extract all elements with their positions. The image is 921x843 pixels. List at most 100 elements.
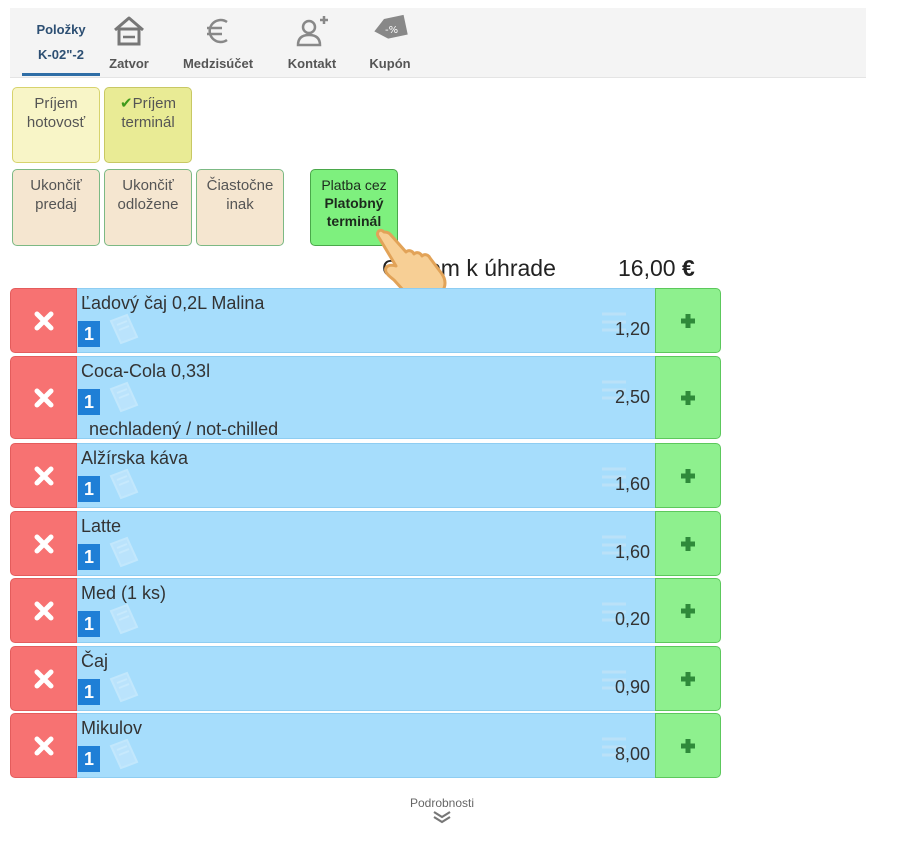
total-amount: 16,00 € <box>618 255 695 282</box>
reorder-icon[interactable] <box>601 534 627 556</box>
note-icon[interactable] <box>105 379 143 415</box>
add-item-button[interactable] <box>655 288 721 353</box>
chevron-double-down-icon <box>433 811 451 824</box>
add-item-button[interactable] <box>655 443 721 508</box>
item-price: 0,90 <box>614 677 650 697</box>
note-icon[interactable] <box>105 534 143 570</box>
item-body[interactable]: Alžírska káva 1 1,60 <box>77 443 655 508</box>
order-item-row: Coca-Cola 0,33l 1 2,50 nechladený / not-… <box>10 356 721 439</box>
pointing-hand-icon <box>376 228 447 308</box>
note-icon[interactable] <box>105 601 143 637</box>
remove-item-button[interactable] <box>10 511 77 576</box>
reorder-icon[interactable] <box>601 736 627 758</box>
item-quantity[interactable]: 1 <box>78 544 100 570</box>
item-modifier: nechladený / not-chilled <box>89 419 279 439</box>
note-icon[interactable] <box>105 466 143 502</box>
remove-item-button[interactable] <box>10 578 77 643</box>
item-body[interactable]: Latte 1 1,60 <box>77 511 655 576</box>
coupon-button[interactable]: -% Kupón <box>362 8 418 78</box>
close-button[interactable]: Zatvor <box>102 8 156 78</box>
pay-terminal-line2: Platobný <box>324 195 384 211</box>
add-contact-icon <box>280 14 344 50</box>
details-label: Podrobnosti <box>409 796 475 810</box>
order-item-row: Čaj 1 0,90 <box>10 646 721 711</box>
order-item-row: Alžírska káva 1 1,60 <box>10 443 721 508</box>
pay-terminal-button[interactable]: Platba cez Platobný terminál <box>310 169 398 246</box>
plus-icon <box>681 313 695 328</box>
note-icon[interactable] <box>105 669 143 705</box>
finish-sale-button[interactable]: Ukončiť predaj <box>12 169 100 246</box>
plus-icon <box>681 536 695 551</box>
partial-other-line2: inak <box>226 196 254 213</box>
remove-item-button[interactable] <box>10 288 77 353</box>
reorder-icon[interactable] <box>601 466 627 488</box>
item-name: Coca-Cola 0,33l <box>81 361 211 381</box>
total-value: 16,00 <box>618 255 676 281</box>
tab-items[interactable]: Položky K-02"-2 <box>22 8 100 76</box>
subtotal-label: Medzisúčet <box>182 56 254 71</box>
finish-deferred-line2: odložene <box>117 196 179 213</box>
item-body[interactable]: Čaj 1 0,90 <box>77 646 655 711</box>
close-icon <box>34 534 53 553</box>
tab-items-title: Položky <box>36 22 86 37</box>
item-quantity[interactable]: 1 <box>78 476 100 502</box>
coupon-badge: -% <box>385 25 398 36</box>
details-toggle[interactable]: Podrobnosti <box>398 796 486 829</box>
close-label: Zatvor <box>109 56 149 71</box>
item-name: Latte <box>81 516 122 536</box>
reorder-icon[interactable] <box>601 379 627 401</box>
add-item-button[interactable] <box>655 511 721 576</box>
partial-other-button[interactable]: Čiastočne inak <box>196 169 284 246</box>
item-quantity[interactable]: 1 <box>78 679 100 705</box>
plus-icon <box>681 738 695 753</box>
contact-button[interactable]: Kontakt <box>280 8 344 78</box>
coupon-label: Kupón <box>369 56 411 71</box>
remove-item-button[interactable] <box>10 356 77 439</box>
item-body[interactable]: Coca-Cola 0,33l 1 2,50 nechladený / not-… <box>77 356 655 439</box>
add-item-button[interactable] <box>655 646 721 711</box>
remove-item-button[interactable] <box>10 443 77 508</box>
reorder-icon[interactable] <box>601 311 627 333</box>
item-price: 2,50 <box>614 387 650 407</box>
finish-sale-line2: predaj <box>35 196 77 213</box>
item-name: Čaj <box>81 651 109 671</box>
item-price: 0,20 <box>614 609 650 629</box>
cash-payment-line2: hotovosť <box>26 114 86 131</box>
add-item-button[interactable] <box>655 713 721 778</box>
home-icon <box>102 14 156 50</box>
item-quantity[interactable]: 1 <box>78 611 100 637</box>
reorder-icon[interactable] <box>601 669 627 691</box>
pay-terminal-line3: terminál <box>326 213 382 229</box>
item-body[interactable]: Mikulov 1 8,00 <box>77 713 655 778</box>
cash-payment-button[interactable]: Príjem hotovosť <box>12 87 100 163</box>
remove-item-button[interactable] <box>10 646 77 711</box>
finish-deferred-button[interactable]: Ukončiť odložene <box>104 169 192 246</box>
item-price: 8,00 <box>614 744 650 764</box>
close-icon <box>34 466 53 485</box>
note-icon[interactable] <box>105 311 143 347</box>
add-item-button[interactable] <box>655 578 721 643</box>
item-price: 1,20 <box>614 319 650 339</box>
finish-sale-line1: Ukončiť <box>30 177 82 194</box>
item-body[interactable]: Ľadový čaj 0,2L Malina 1 1,20 <box>77 288 655 353</box>
checkmark-icon: ✔ <box>120 95 133 112</box>
item-name: Ľadový čaj 0,2L Malina <box>81 293 265 313</box>
item-body[interactable]: Med (1 ks) 1 0,20 <box>77 578 655 643</box>
close-icon <box>34 601 53 620</box>
add-item-button[interactable] <box>655 356 721 439</box>
item-quantity[interactable]: 1 <box>78 321 100 347</box>
terminal-payment-button[interactable]: ✔Príjem terminál <box>104 87 192 163</box>
plus-icon <box>681 603 695 618</box>
order-item-row: Mikulov 1 8,00 <box>10 713 721 778</box>
remove-item-button[interactable] <box>10 713 77 778</box>
item-price: 1,60 <box>614 542 650 562</box>
item-quantity[interactable]: 1 <box>78 746 100 772</box>
reorder-icon[interactable] <box>601 601 627 623</box>
note-icon[interactable] <box>105 736 143 772</box>
close-icon <box>34 669 53 688</box>
close-icon <box>34 311 53 330</box>
plus-icon <box>681 390 695 405</box>
subtotal-button[interactable]: Medzisúčet <box>176 8 260 78</box>
plus-icon <box>681 671 695 686</box>
item-quantity[interactable]: 1 <box>78 389 100 415</box>
